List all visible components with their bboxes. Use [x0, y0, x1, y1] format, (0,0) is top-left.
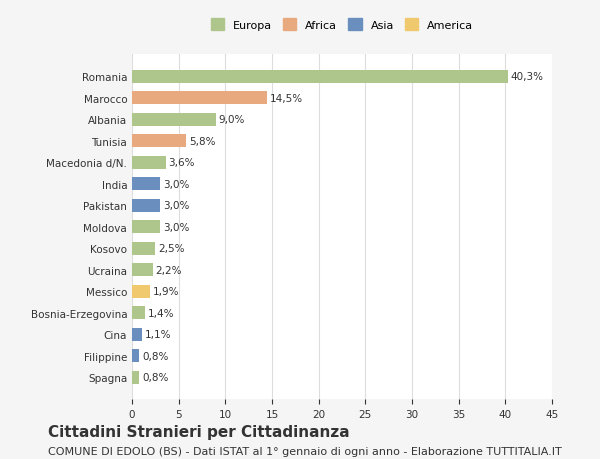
Bar — [132, 92, 268, 105]
Text: 3,0%: 3,0% — [163, 201, 189, 211]
Text: 9,0%: 9,0% — [219, 115, 245, 125]
Text: 2,5%: 2,5% — [158, 244, 185, 254]
Legend: Europa, Africa, Asia, America: Europa, Africa, Asia, America — [207, 16, 477, 34]
Bar — [132, 71, 508, 84]
Text: Cittadini Stranieri per Cittadinanza: Cittadini Stranieri per Cittadinanza — [48, 424, 350, 439]
Text: 0,8%: 0,8% — [142, 372, 169, 382]
Text: 1,4%: 1,4% — [148, 308, 175, 318]
Bar — [132, 285, 150, 298]
Text: 3,0%: 3,0% — [163, 179, 189, 189]
Text: 5,8%: 5,8% — [189, 136, 215, 146]
Bar — [132, 178, 160, 191]
Text: 3,6%: 3,6% — [169, 158, 195, 168]
Bar — [132, 157, 166, 169]
Text: 0,8%: 0,8% — [142, 351, 169, 361]
Text: COMUNE DI EDOLO (BS) - Dati ISTAT al 1° gennaio di ogni anno - Elaborazione TUTT: COMUNE DI EDOLO (BS) - Dati ISTAT al 1° … — [48, 447, 562, 456]
Bar — [132, 199, 160, 212]
Bar — [132, 307, 145, 319]
Bar — [132, 113, 216, 127]
Text: 2,2%: 2,2% — [155, 265, 182, 275]
Bar — [132, 328, 142, 341]
Bar — [132, 242, 155, 255]
Text: 1,1%: 1,1% — [145, 330, 172, 339]
Text: 14,5%: 14,5% — [270, 94, 303, 104]
Text: 3,0%: 3,0% — [163, 222, 189, 232]
Bar — [132, 349, 139, 362]
Bar — [132, 221, 160, 234]
Bar — [132, 371, 139, 384]
Bar — [132, 263, 152, 276]
Bar — [132, 135, 186, 148]
Text: 1,9%: 1,9% — [152, 286, 179, 297]
Text: 40,3%: 40,3% — [511, 72, 544, 82]
